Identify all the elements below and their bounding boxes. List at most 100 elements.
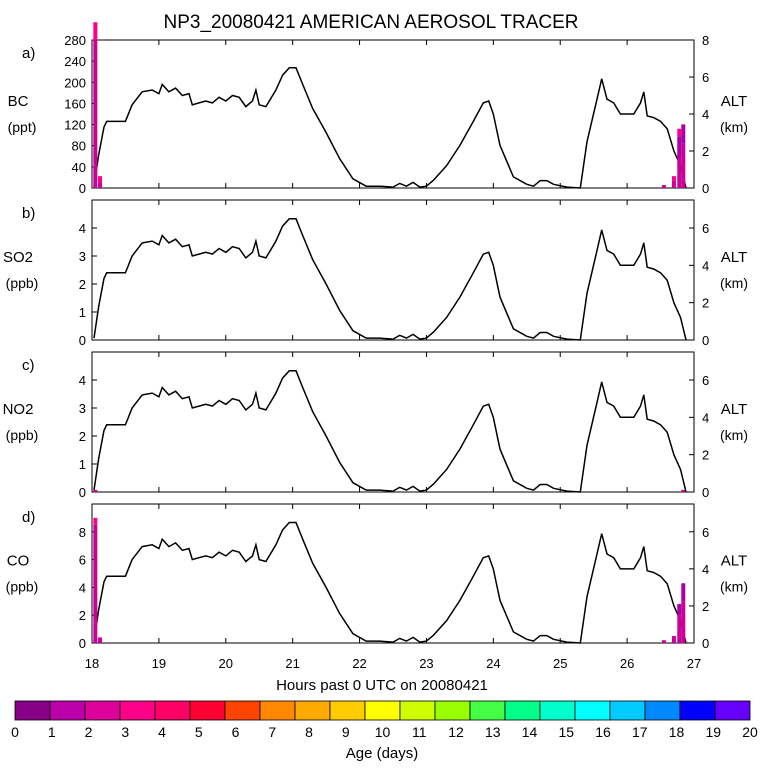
colorbar-swatch (679, 700, 716, 721)
x-tick-label: 21 (285, 656, 299, 671)
colorbar-tick-label: 19 (705, 724, 721, 740)
alt-tick-label: 6 (702, 221, 709, 236)
tracer-bar (677, 615, 682, 643)
alt-tick-label: 0 (702, 485, 709, 500)
y-tick-label: 160 (64, 96, 86, 111)
alt-tick-label: 0 (702, 181, 709, 196)
panel-frame (91, 351, 695, 493)
alt-tick-label: 6 (702, 525, 709, 540)
alt-unit-label: (km) (720, 427, 748, 443)
panel-label: c) (22, 357, 35, 374)
colorbar-swatch (224, 700, 261, 721)
chart-title: NP3_20080421 AMERICAN AEROSOL TRACER (163, 12, 578, 33)
species-label: BC (8, 93, 29, 110)
y-tick-label: 1 (79, 457, 86, 472)
unit-label: (ppb) (6, 275, 39, 291)
species-label: NO2 (3, 401, 34, 418)
alt-tick-label: 2 (702, 448, 709, 463)
panel-frame (91, 199, 695, 341)
colorbar-swatch (469, 700, 506, 721)
colorbar-swatch (399, 700, 436, 721)
panel-so2: 0 1 2 3 4 0 2 4 6 b) SO2 (ppb) ALT (km) (3, 199, 748, 348)
colorbar-tick-label: 5 (195, 724, 203, 740)
alt-axis-label: ALT (721, 401, 747, 418)
altitude-line (93, 217, 687, 341)
x-tick-label: 24 (486, 656, 500, 671)
colorbar-tick-label: 17 (632, 724, 648, 740)
colorbar-swatch (504, 700, 541, 721)
colorbar-swatch (154, 700, 191, 721)
tracer-bar (661, 640, 666, 643)
colorbar-tick-label: 1 (48, 724, 56, 740)
y-tick-label: 2 (79, 277, 86, 292)
alt-tick-label: 0 (702, 636, 709, 651)
y-tick-label: 240 (64, 54, 86, 69)
y-tick-label: 0 (79, 485, 86, 500)
tracer-bar (681, 489, 686, 492)
colorbar-tick-label: 8 (305, 724, 313, 740)
y-tick-label: 0 (79, 333, 86, 348)
alt-unit-label: (km) (720, 579, 748, 595)
colorbar-swatch (14, 700, 51, 721)
colorbar-tick-label: 14 (522, 724, 538, 740)
colorbar-swatch (329, 700, 366, 721)
y-tick-label: 4 (79, 580, 86, 595)
colorbar-swatch (539, 700, 576, 721)
panel-frame (91, 503, 695, 644)
y-tick-label: 40 (72, 160, 86, 175)
alt-axis-label: ALT (721, 93, 747, 110)
tracer-bar (93, 40, 98, 166)
alt-tick-label: 4 (702, 258, 709, 273)
altitude-line (93, 369, 687, 493)
alt-tick-label: 0 (702, 333, 709, 348)
y-tick-label: 1 (79, 305, 86, 320)
alt-unit-label: (km) (720, 119, 748, 135)
tracer-bar (681, 124, 686, 144)
tracer-bar (677, 136, 682, 159)
x-tick-label: 22 (352, 656, 366, 671)
alt-tick-label: 2 (702, 296, 709, 311)
y-tick-label: 2 (79, 429, 86, 444)
panel-label: d) (22, 509, 35, 526)
colorbar-swatch (644, 700, 681, 721)
alt-tick-label: 4 (702, 107, 709, 122)
tracer-bar (671, 180, 676, 188)
alt-tick-label: 6 (702, 373, 709, 388)
colorbar-tick-label: 4 (158, 724, 166, 740)
unit-label: (ppb) (6, 579, 39, 595)
colorbar-tick-label: 10 (375, 724, 391, 740)
panel-co: 0 2 4 6 8 0 2 4 6 d) CO (ppb) ALT (km) (6, 503, 748, 651)
panel-no2: 0 1 2 3 4 0 2 4 6 c) NO2 (ppb) ALT (km) (3, 351, 748, 500)
colorbar-tick-label: 12 (448, 724, 464, 740)
tracer-bar (681, 583, 686, 602)
alt-tick-label: 6 (702, 70, 709, 85)
tracer-bar (93, 622, 98, 643)
colorbar-swatch (434, 700, 471, 721)
colorbar-tick-label: 7 (268, 724, 276, 740)
y-tick-label: 3 (79, 401, 86, 416)
panel-bc: 0 40 80 120 160 200 240 280 0 2 4 6 8 a) BC (ppt) ALT (km… (8, 22, 748, 196)
x-tick-label: 19 (152, 656, 166, 671)
tracer-bar (93, 517, 98, 525)
unit-label: (ppb) (6, 427, 39, 443)
colorbar-tick-label: 2 (85, 724, 93, 740)
y-tick-label: 4 (79, 221, 86, 236)
y-tick-label: 4 (79, 373, 86, 388)
x-tick-label: 20 (219, 656, 233, 671)
alt-tick-label: 2 (702, 599, 709, 614)
y-tick-label: 80 (72, 139, 86, 154)
y-tick-label: 0 (79, 636, 86, 651)
colorbar-swatch (49, 700, 86, 721)
y-tick-label: 8 (79, 525, 86, 540)
x-tick-label: 25 (553, 656, 567, 671)
colorbar-tick-label: 11 (412, 724, 427, 740)
panel-label: b) (22, 205, 35, 222)
altitude-line (93, 67, 687, 189)
tracer-bar (677, 128, 682, 137)
y-tick-label: 0 (79, 181, 86, 196)
x-axis-label: Hours past 0 UTC on 20080421 (276, 677, 488, 694)
colorbar-tick-label: 16 (595, 724, 611, 740)
tracer-bar (671, 636, 676, 643)
